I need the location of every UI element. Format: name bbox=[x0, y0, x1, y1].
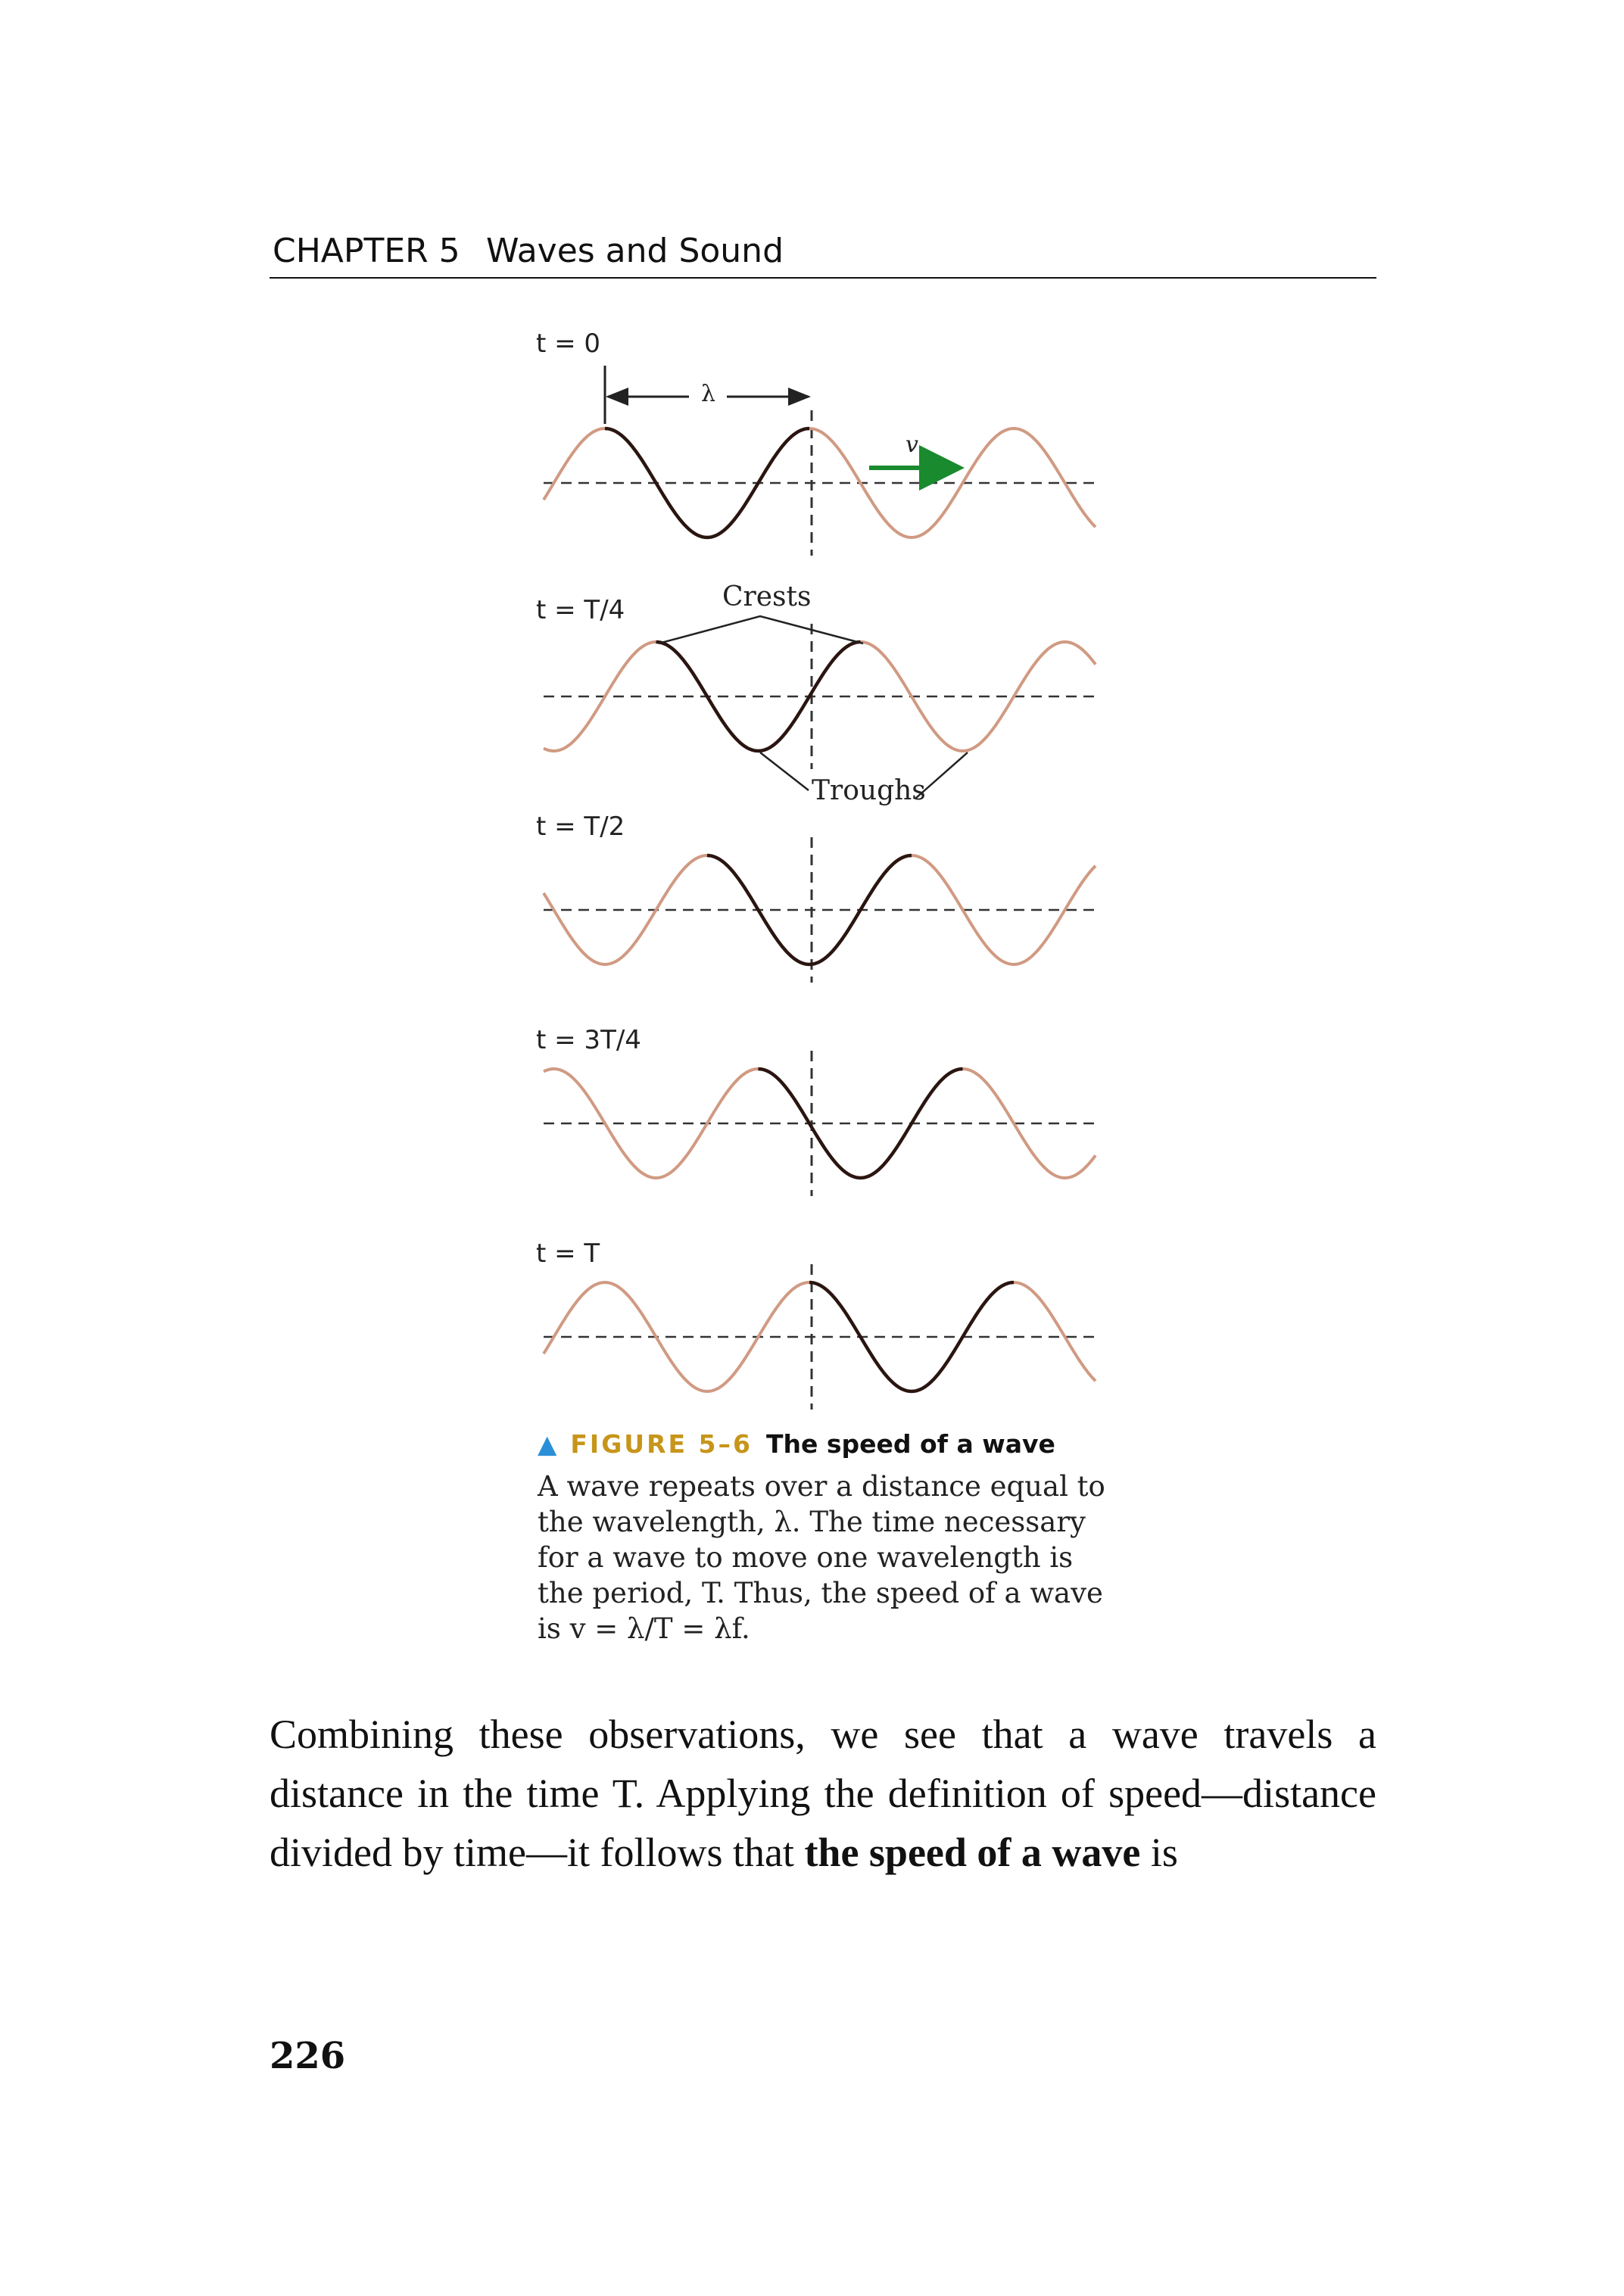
troughs-pointer-left bbox=[759, 752, 809, 791]
troughs-label: Troughs bbox=[812, 775, 926, 806]
crests-pointer bbox=[658, 615, 864, 645]
wave-highlight bbox=[809, 1280, 1015, 1394]
velocity-label: v bbox=[906, 431, 918, 458]
figure-title: The speed of a wave bbox=[765, 1429, 1055, 1459]
caption-line: the period, T. Thus, the speed of a wave bbox=[538, 1577, 1103, 1609]
wave-highlight bbox=[656, 640, 861, 753]
section-title: Waves and Sound bbox=[486, 232, 784, 270]
running-head: CHAPTER 5 Waves and Sound bbox=[270, 232, 1376, 279]
caption-line: the wavelength, λ. The time necessary bbox=[538, 1506, 1086, 1538]
crests-label: Crests bbox=[722, 581, 812, 612]
time-label-2: t = T/2 bbox=[536, 812, 625, 842]
wave-highlight bbox=[604, 426, 810, 540]
caption-line: A wave repeats over a distance equal to bbox=[538, 1470, 1105, 1503]
wave-curve bbox=[543, 640, 1097, 752]
time-label-1: t = T/4 bbox=[536, 595, 625, 625]
figure-5-6: t = 0 t = T/4 t = T/2 t = 3T/4 t = T λ v… bbox=[536, 329, 1097, 1410]
wave-highlight bbox=[706, 853, 912, 967]
triangle-icon: ▲ bbox=[538, 1429, 557, 1459]
chapter-label: CHAPTER 5 bbox=[273, 232, 460, 270]
wave-curve bbox=[543, 1067, 1097, 1179]
wave-curve bbox=[542, 426, 1097, 540]
wave-curve bbox=[542, 853, 1097, 967]
body-text-start: Combining these observations, we see tha… bbox=[270, 1712, 1376, 1875]
time-label-4: t = T bbox=[536, 1238, 600, 1269]
page-number: 226 bbox=[270, 2035, 346, 2077]
figure-number: FIGURE 5–6 bbox=[570, 1429, 753, 1459]
wave-curve bbox=[542, 1280, 1097, 1394]
wave-highlight bbox=[758, 1067, 963, 1180]
body-text-end: is bbox=[1140, 1830, 1178, 1875]
troughs-pointer-right bbox=[915, 752, 968, 799]
wave-diagram bbox=[542, 366, 1097, 1410]
lambda-label: λ bbox=[701, 381, 716, 407]
body-text-bold: the speed of a wave bbox=[804, 1830, 1141, 1875]
figure-caption-title: ▲ FIGURE 5–6 The speed of a wave bbox=[538, 1429, 1055, 1459]
caption-line: is v = λ/T = λf. bbox=[538, 1612, 750, 1645]
body-paragraph: Combining these observations, we see tha… bbox=[270, 1705, 1376, 1882]
time-label-0: t = 0 bbox=[536, 329, 601, 359]
figure-caption-body: A wave repeats over a distance equal to … bbox=[538, 1469, 1128, 1646]
caption-line: for a wave to move one wavelength is bbox=[538, 1541, 1074, 1574]
time-label-3: t = 3T/4 bbox=[536, 1025, 641, 1055]
